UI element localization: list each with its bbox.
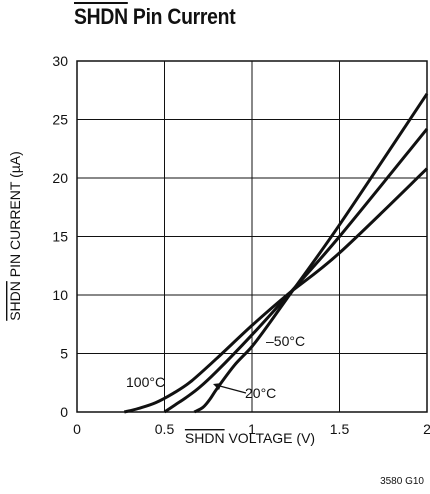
y-tick-label: 10	[52, 287, 68, 303]
annotation-minus50c: –50°C	[266, 333, 305, 349]
series-line-20c	[163, 127, 429, 414]
annotations: 100°C 20°C –50°C	[126, 333, 305, 401]
grid	[76, 60, 428, 413]
annotation-20c-arrowhead	[213, 383, 222, 390]
y-tick-label: 5	[60, 346, 68, 362]
x-tick-label: 0.5	[155, 421, 175, 437]
series-line-100c	[123, 167, 429, 414]
y-tick-label: 20	[52, 170, 68, 186]
y-tick-label: 15	[52, 229, 68, 245]
y-tick-label: 0	[60, 404, 68, 420]
y-axis-label: SHDN PIN CURRENT (µA)	[7, 151, 23, 321]
plot-frame	[76, 60, 428, 413]
x-tick-label: 1.5	[330, 421, 350, 437]
x-tick-label: 0	[73, 421, 81, 437]
annotation-20c-leader	[215, 384, 247, 394]
x-tick-label: 2	[423, 421, 430, 437]
axis-label-overlined: SHDN	[185, 430, 225, 446]
series-line-minus50c	[193, 92, 429, 414]
axis-label-overlined: SHDN	[7, 281, 23, 321]
annotation-100c: 100°C	[126, 374, 165, 390]
y-tick-label: 25	[52, 112, 68, 128]
curves	[123, 92, 429, 414]
axis-label-rest: VOLTAGE (V)	[225, 430, 316, 446]
x-tick-label: 1	[248, 421, 256, 437]
y-tick-label: 30	[52, 53, 68, 69]
chart-title-rest: Pin Current	[127, 4, 236, 29]
chart-title: SHDN Pin Current	[74, 4, 236, 30]
figure-code: 3580 G10	[380, 476, 424, 487]
annotation-20c: 20°C	[245, 385, 276, 401]
x-axis-label: SHDN VOLTAGE (V)	[185, 430, 315, 446]
axis-label-rest: PIN CURRENT (µA)	[7, 151, 23, 281]
chart-title-overlined: SHDN	[74, 4, 128, 29]
